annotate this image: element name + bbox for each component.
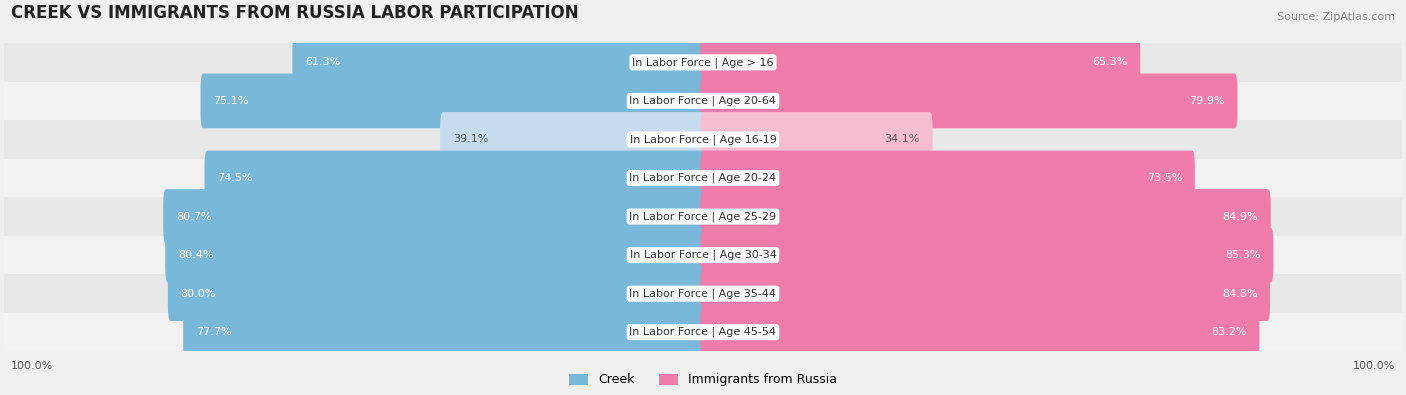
Text: In Labor Force | Age 45-54: In Labor Force | Age 45-54 xyxy=(630,327,776,337)
FancyBboxPatch shape xyxy=(4,197,1402,236)
Text: Source: ZipAtlas.com: Source: ZipAtlas.com xyxy=(1277,12,1395,22)
FancyBboxPatch shape xyxy=(4,275,1402,313)
FancyBboxPatch shape xyxy=(4,120,1402,159)
FancyBboxPatch shape xyxy=(700,305,1260,359)
Text: 75.1%: 75.1% xyxy=(214,96,249,106)
Text: 83.2%: 83.2% xyxy=(1211,327,1247,337)
Text: CREEK VS IMMIGRANTS FROM RUSSIA LABOR PARTICIPATION: CREEK VS IMMIGRANTS FROM RUSSIA LABOR PA… xyxy=(11,4,578,22)
Text: 84.9%: 84.9% xyxy=(1222,212,1258,222)
Text: 84.8%: 84.8% xyxy=(1222,289,1257,299)
Text: In Labor Force | Age 25-29: In Labor Force | Age 25-29 xyxy=(630,211,776,222)
Text: 85.3%: 85.3% xyxy=(1226,250,1261,260)
FancyBboxPatch shape xyxy=(163,189,706,244)
Text: 39.1%: 39.1% xyxy=(453,134,488,145)
Text: 61.3%: 61.3% xyxy=(305,57,340,68)
Text: 74.5%: 74.5% xyxy=(217,173,253,183)
FancyBboxPatch shape xyxy=(183,305,706,359)
FancyBboxPatch shape xyxy=(4,43,1402,82)
Legend: Creek, Immigrants from Russia: Creek, Immigrants from Russia xyxy=(564,369,842,391)
FancyBboxPatch shape xyxy=(700,112,932,167)
Text: In Labor Force | Age > 16: In Labor Force | Age > 16 xyxy=(633,57,773,68)
FancyBboxPatch shape xyxy=(440,112,706,167)
FancyBboxPatch shape xyxy=(204,150,706,205)
Text: 73.5%: 73.5% xyxy=(1147,173,1182,183)
FancyBboxPatch shape xyxy=(4,82,1402,120)
FancyBboxPatch shape xyxy=(201,73,706,128)
Text: 80.7%: 80.7% xyxy=(176,212,211,222)
Text: 65.3%: 65.3% xyxy=(1092,57,1128,68)
FancyBboxPatch shape xyxy=(4,236,1402,275)
Text: 100.0%: 100.0% xyxy=(1353,361,1395,371)
Text: 80.4%: 80.4% xyxy=(179,250,214,260)
Text: 77.7%: 77.7% xyxy=(195,327,232,337)
Text: 34.1%: 34.1% xyxy=(884,134,920,145)
Text: 100.0%: 100.0% xyxy=(11,361,53,371)
FancyBboxPatch shape xyxy=(4,313,1402,352)
FancyBboxPatch shape xyxy=(700,73,1237,128)
FancyBboxPatch shape xyxy=(166,228,706,282)
Text: In Labor Force | Age 20-64: In Labor Force | Age 20-64 xyxy=(630,96,776,106)
FancyBboxPatch shape xyxy=(4,159,1402,197)
Text: In Labor Force | Age 35-44: In Labor Force | Age 35-44 xyxy=(630,288,776,299)
Text: In Labor Force | Age 16-19: In Labor Force | Age 16-19 xyxy=(630,134,776,145)
Text: 80.0%: 80.0% xyxy=(180,289,217,299)
FancyBboxPatch shape xyxy=(167,266,706,321)
FancyBboxPatch shape xyxy=(292,35,706,90)
Text: In Labor Force | Age 20-24: In Labor Force | Age 20-24 xyxy=(630,173,776,183)
FancyBboxPatch shape xyxy=(700,228,1274,282)
FancyBboxPatch shape xyxy=(700,189,1271,244)
FancyBboxPatch shape xyxy=(700,150,1195,205)
Text: 79.9%: 79.9% xyxy=(1189,96,1225,106)
FancyBboxPatch shape xyxy=(700,266,1270,321)
FancyBboxPatch shape xyxy=(700,35,1140,90)
Text: In Labor Force | Age 30-34: In Labor Force | Age 30-34 xyxy=(630,250,776,260)
